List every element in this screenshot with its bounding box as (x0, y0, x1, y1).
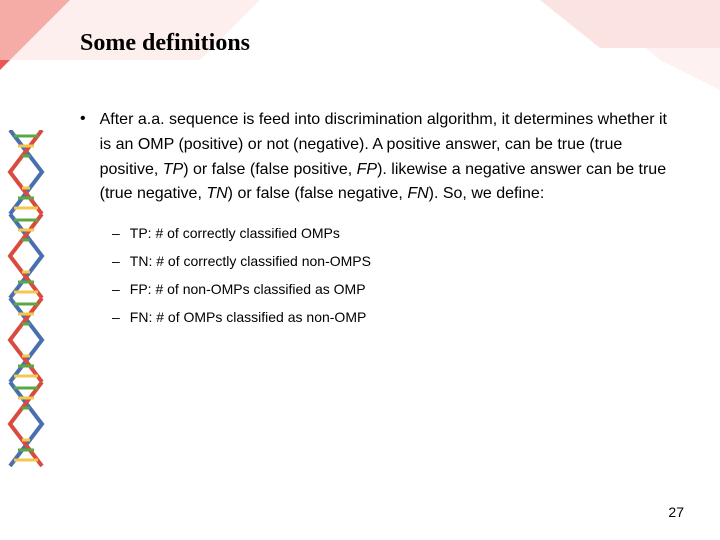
page-title: Some definitions (80, 30, 250, 57)
sub-item-text: FN: # of OMPs classified as non-OMP (130, 309, 367, 325)
header-decor (0, 0, 720, 120)
main-bullet: • After a.a. sequence is feed into discr… (80, 108, 680, 207)
list-item: – TP: # of correctly classified OMPs (112, 225, 680, 241)
content-area: • After a.a. sequence is feed into discr… (80, 108, 680, 337)
sub-item-text: TP: # of correctly classified OMPs (130, 225, 340, 241)
sub-list: – TP: # of correctly classified OMPs – T… (112, 225, 680, 325)
dash-marker: – (112, 309, 120, 325)
list-item: – FN: # of OMPs classified as non-OMP (112, 309, 680, 325)
sub-item-text: TN: # of correctly classified non-OMPS (130, 253, 371, 269)
dash-marker: – (112, 281, 120, 297)
list-item: – FP: # of non-OMPs classified as OMP (112, 281, 680, 297)
sub-item-text: FP: # of non-OMPs classified as OMP (130, 281, 366, 297)
page-number: 27 (668, 504, 684, 520)
bullet-marker: • (80, 110, 86, 128)
dash-marker: – (112, 225, 120, 241)
main-bullet-text: After a.a. sequence is feed into discrim… (100, 108, 680, 207)
dna-decor (6, 130, 46, 470)
list-item: – TN: # of correctly classified non-OMPS (112, 253, 680, 269)
dash-marker: – (112, 253, 120, 269)
